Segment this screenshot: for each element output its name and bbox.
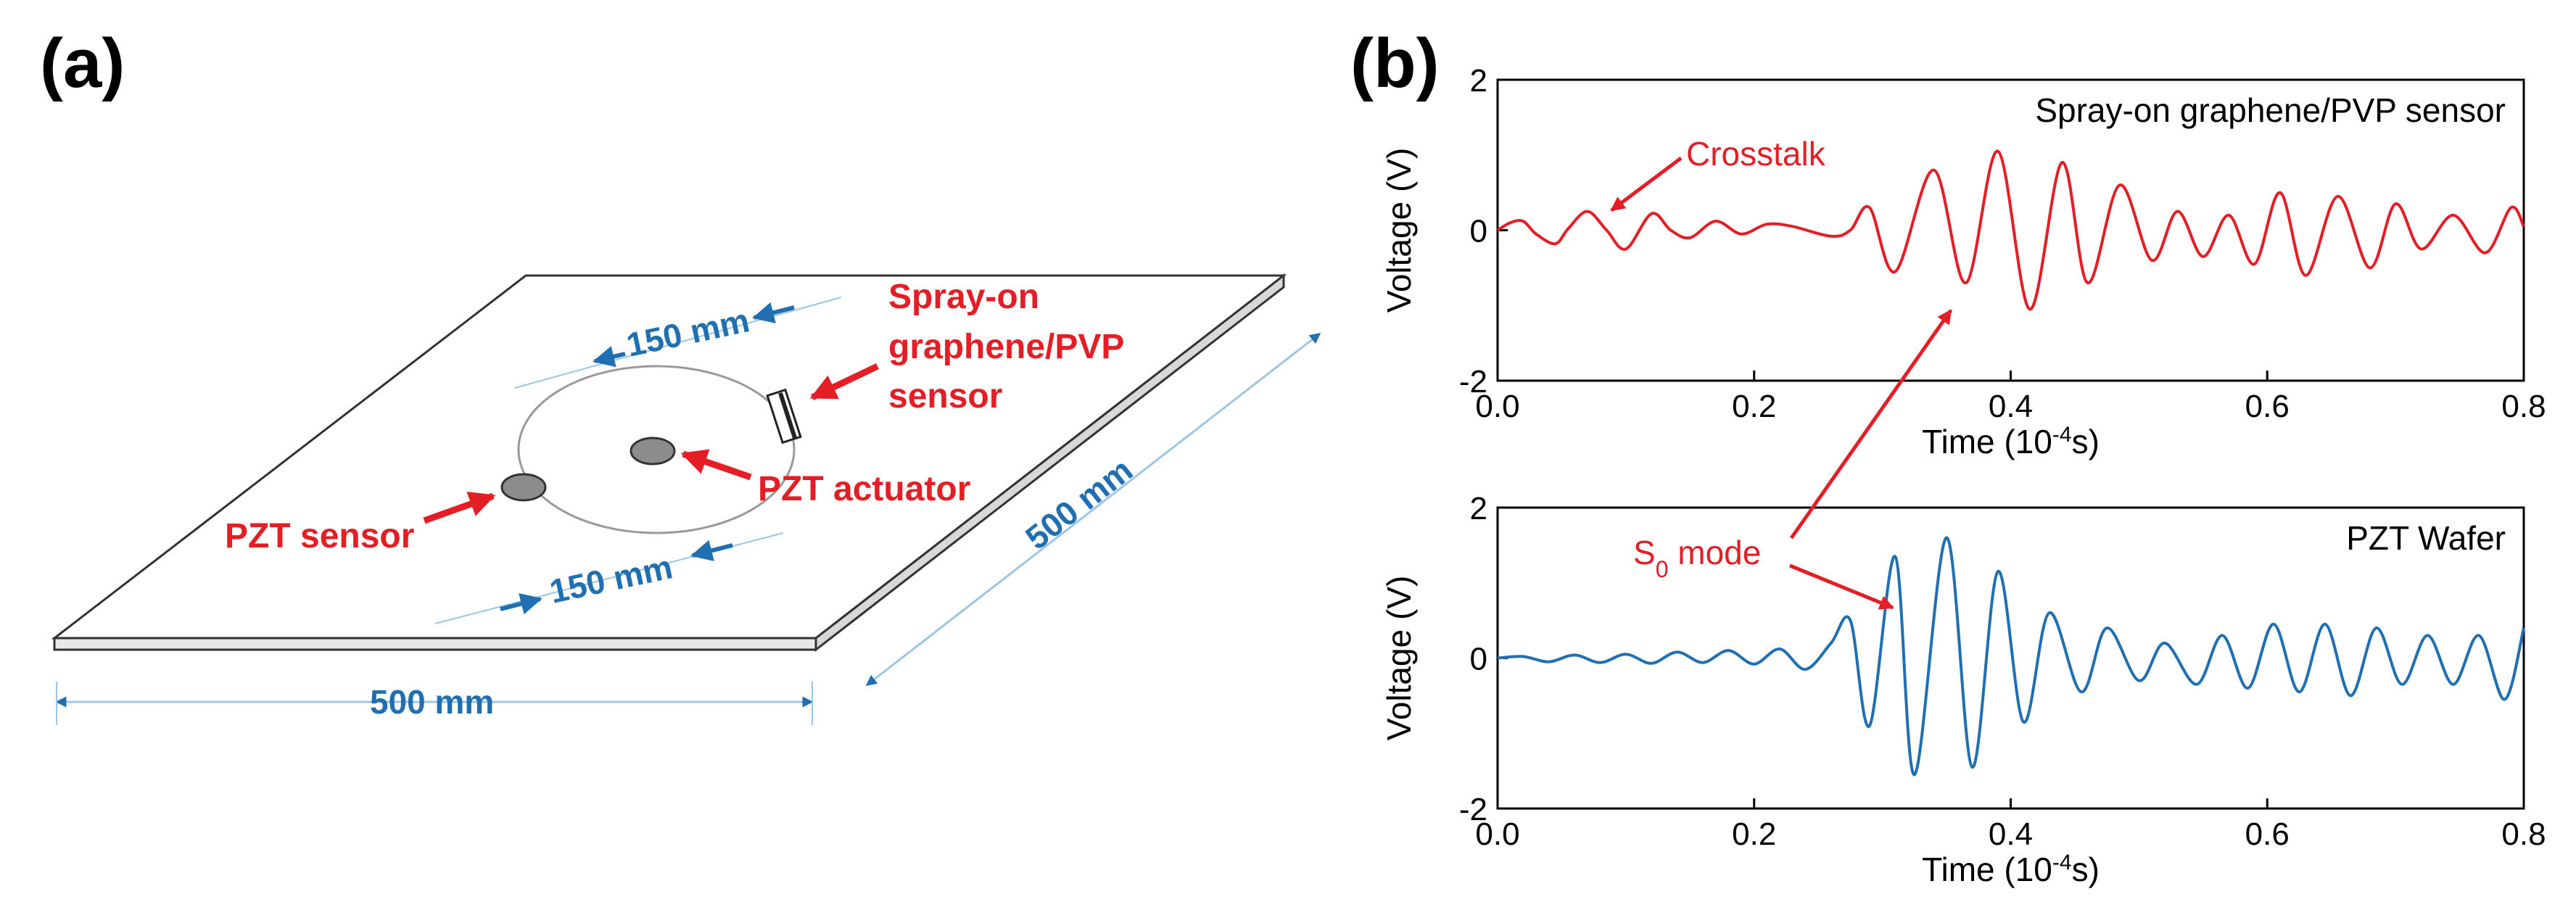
chart-graphene-series-line [1496, 149, 2525, 311]
x-tick-label: 0.0 [1475, 816, 1519, 852]
radius-ellipse [517, 365, 796, 534]
crosstalk-label: Crosstalk [1686, 135, 1826, 173]
dim-width: 500 mm [55, 682, 814, 725]
pzt-sensor-disk [500, 473, 547, 502]
panel-a: (a) 500 mm 500 mm [40, 25, 1321, 725]
x-tick-label: 0.4 [1989, 389, 2033, 424]
chart-graphene-y-tick-labels: -2 0 2 [1459, 63, 1487, 400]
y-tick-label: 0 [1470, 214, 1487, 249]
spray-on-sensor-strip [766, 388, 802, 444]
pzt-actuator-arrow [680, 449, 752, 481]
x-tick-label: 0.8 [2501, 389, 2546, 424]
chart-graphene-x-tick-labels: 0.0 0.2 0.4 0.6 0.8 [1475, 389, 2546, 424]
chart-graphene-title: Spray-on graphene/PVP sensor [2035, 91, 2506, 129]
chart-pzt-title: PZT Wafer [2346, 519, 2506, 557]
chart-graphene-sensor: 0.0 0.2 0.4 0.6 0.8 -2 0 2 Spray-on graphene/P… [1380, 63, 2546, 460]
y-tick-label: -2 [1459, 364, 1487, 400]
annotation-pzt-sensor: PZT sensor [225, 491, 496, 555]
annotation-crosstalk: Crosstalk [1610, 135, 1826, 212]
y-tick-label: 2 [1470, 63, 1487, 99]
y-tick-label: -2 [1459, 792, 1487, 827]
panel-b: (b) 0.0 0.2 0.4 0.6 0.8 -2 0 2 Spray-on graphe… [1350, 25, 2546, 888]
spray-label-line-2: graphene/PVP [888, 328, 1124, 366]
annotation-pzt-actuator: PZT actuator [680, 449, 970, 508]
spray-arrow [809, 363, 879, 401]
crosstalk-arrow [1610, 157, 1683, 212]
x-tick-label: 0.2 [1732, 389, 1776, 424]
pzt-sensor-label: PZT sensor [225, 517, 414, 555]
x-tick-label: 0.2 [1732, 816, 1776, 852]
spray-label-line-1: Spray-on [888, 278, 1039, 316]
panel-b-label: (b) [1350, 25, 1440, 102]
chart-pzt-series-line [1497, 536, 2525, 777]
chart-pzt-y-tick-labels: -2 0 2 [1459, 491, 1487, 827]
x-tick-label: 0.8 [2501, 816, 2546, 852]
x-tick-label: 0.6 [2245, 389, 2290, 424]
chart-pzt-wafer: 0.0 0.2 0.4 0.6 0.8 -2 0 2 PZT Wafer Time (10-… [1380, 491, 2546, 888]
s0-mode-label: S0 mode [1633, 534, 1761, 582]
pzt-actuator-disk [629, 437, 676, 466]
chart-graphene-ylabel: Voltage (V) [1380, 148, 1418, 313]
plate-front-edge [53, 637, 817, 651]
s0-arrow-right [1789, 563, 1894, 610]
pzt-actuator-label: PZT actuator [758, 470, 970, 508]
chart-pzt-ylabel: Voltage (V) [1380, 576, 1418, 741]
annotation-s0-mode: S0 mode [1633, 309, 1953, 610]
panel-a-label: (a) [40, 25, 125, 102]
s0-arrow-up [1789, 309, 1953, 539]
y-tick-label: 2 [1470, 491, 1487, 526]
chart-pzt-xlabel: Time (10-4s) [1922, 851, 2100, 889]
spray-label-line-3: sensor [888, 377, 1002, 415]
chart-graphene-ticks [1496, 78, 2525, 382]
x-tick-label: 0.4 [1989, 816, 2033, 852]
chart-pzt-x-tick-labels: 0.0 0.2 0.4 0.6 0.8 [1475, 816, 2546, 852]
chart-graphene-xlabel: Time (10-4s) [1922, 423, 2100, 461]
y-tick-label: 0 [1470, 642, 1487, 677]
annotation-spray-sensor: Spray-on graphene/PVP sensor [809, 278, 1124, 415]
pzt-sensor-arrow [423, 491, 496, 524]
x-tick-label: 0.0 [1475, 389, 1519, 424]
x-tick-label: 0.6 [2245, 816, 2290, 852]
dim-width-label: 500 mm [370, 683, 494, 721]
